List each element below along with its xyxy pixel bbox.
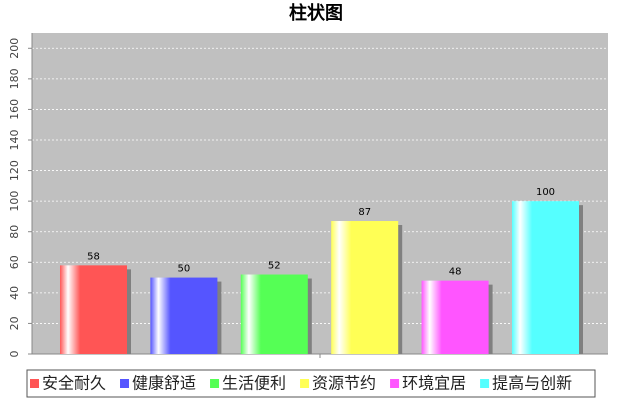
value-label: 50 — [178, 264, 191, 275]
legend-label: 安全耐久 — [42, 374, 106, 393]
legend-swatch — [390, 379, 400, 388]
y-tick-label: 60 — [8, 255, 21, 269]
legend-swatch — [30, 379, 39, 388]
y-tick-label: 180 — [8, 68, 21, 89]
legend-label: 生活便利 — [222, 374, 286, 393]
y-tick-label: 100 — [8, 191, 21, 212]
bar — [240, 274, 308, 354]
legend-label: 提高与创新 — [492, 374, 572, 393]
bar — [150, 277, 218, 354]
y-tick-label: 80 — [8, 225, 21, 239]
y-tick-label: 40 — [8, 286, 21, 300]
legend-swatch — [480, 379, 490, 388]
bar — [331, 221, 399, 354]
legend-swatch — [300, 379, 310, 388]
y-tick-label: 200 — [8, 38, 21, 59]
legend-label: 健康舒适 — [132, 374, 196, 393]
value-label: 58 — [87, 251, 100, 262]
legend-swatch — [210, 379, 220, 388]
legend-swatch — [120, 379, 130, 388]
y-tick-label: 20 — [8, 316, 21, 330]
value-label: 52 — [268, 261, 281, 272]
bar — [512, 201, 579, 354]
y-tick-label: 120 — [8, 160, 21, 181]
y-tick-label: 0 — [8, 351, 21, 358]
chart-title: 柱状图 — [289, 2, 343, 24]
y-tick-label: 140 — [8, 130, 21, 151]
y-tick-label: 160 — [8, 99, 21, 120]
value-label: 48 — [449, 267, 462, 278]
bar — [421, 280, 489, 354]
bar — [60, 265, 127, 354]
legend-label: 环境宜居 — [402, 374, 466, 393]
value-label: 87 — [358, 207, 371, 218]
legend-label: 资源节约 — [312, 374, 376, 393]
value-label: 100 — [536, 187, 555, 198]
